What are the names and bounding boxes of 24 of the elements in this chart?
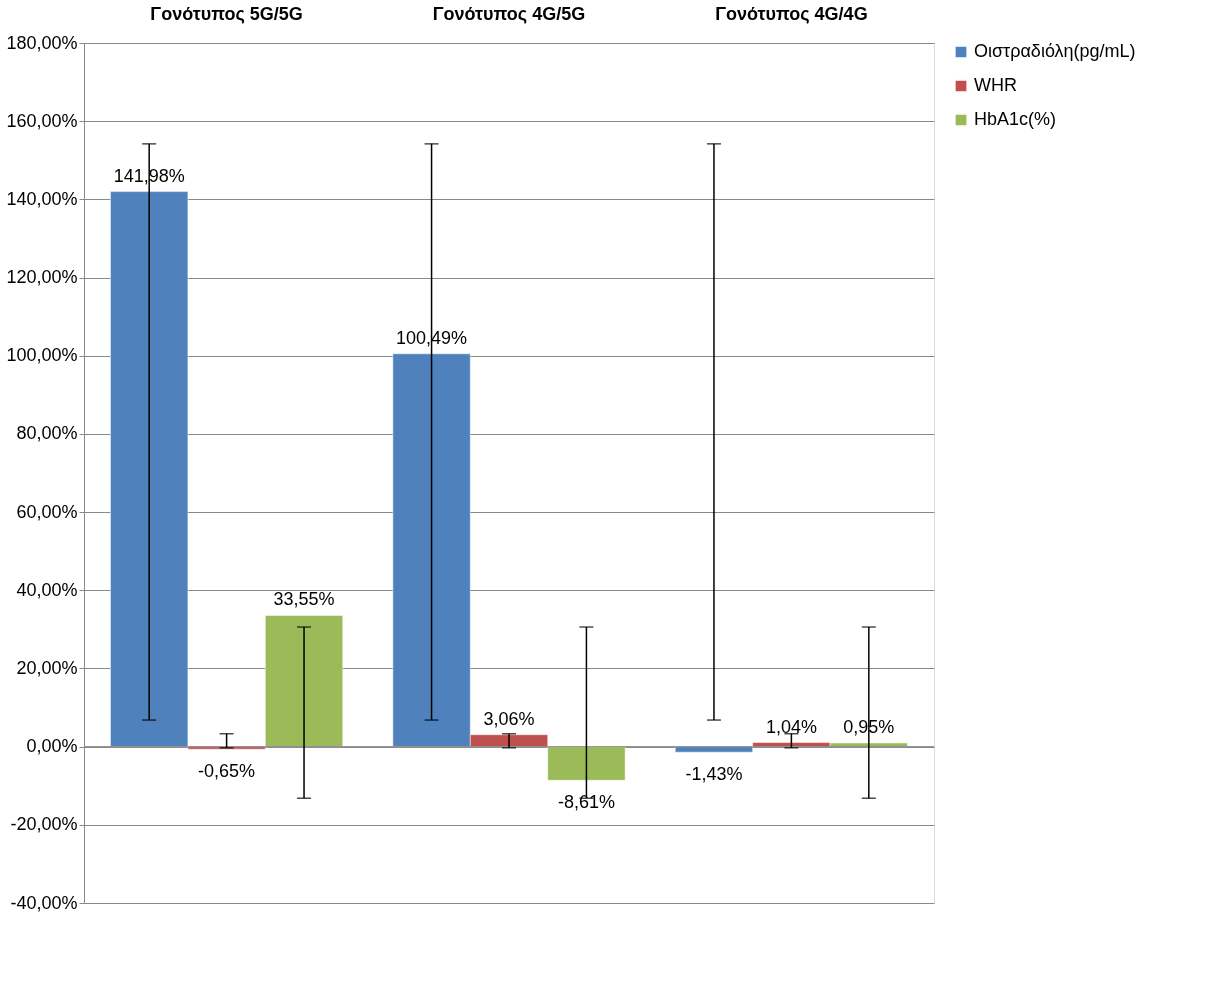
- y-tick-label: 80,00%: [16, 423, 78, 444]
- y-tick-label: 20,00%: [16, 657, 78, 678]
- y-tick-label: 180,00%: [6, 32, 78, 53]
- data-label: -0,65%: [198, 761, 256, 782]
- data-label: -8,61%: [557, 792, 615, 813]
- y-tick-label: 100,00%: [6, 345, 78, 366]
- y-tick-label: 140,00%: [6, 188, 78, 209]
- x-tick-label: Γονότυπος 4G/4G: [715, 3, 868, 24]
- legend-label: Οιστραδιόλη(pg/mL): [974, 41, 1136, 61]
- x-tick-label: Γονότυπος 4G/5G: [432, 3, 586, 24]
- y-tick-label: 60,00%: [16, 501, 78, 522]
- data-label: 33,55%: [273, 589, 335, 610]
- y-tick-label: -40,00%: [10, 892, 78, 913]
- y-tick-label: 40,00%: [16, 579, 78, 600]
- data-label: 1,04%: [765, 716, 817, 737]
- y-tick-label: 0,00%: [26, 736, 78, 757]
- y-tick-label: -20,00%: [10, 814, 78, 835]
- legend-label: HbA1c(%): [974, 109, 1057, 129]
- y-tick-label: 160,00%: [6, 110, 78, 131]
- data-label: -1,43%: [685, 764, 743, 785]
- legend-label: WHR: [974, 75, 1017, 95]
- data-label: 3,06%: [483, 708, 535, 729]
- x-tick-label: Γονότυπος 5G/5G: [150, 3, 303, 24]
- y-tick-label: 120,00%: [6, 267, 78, 288]
